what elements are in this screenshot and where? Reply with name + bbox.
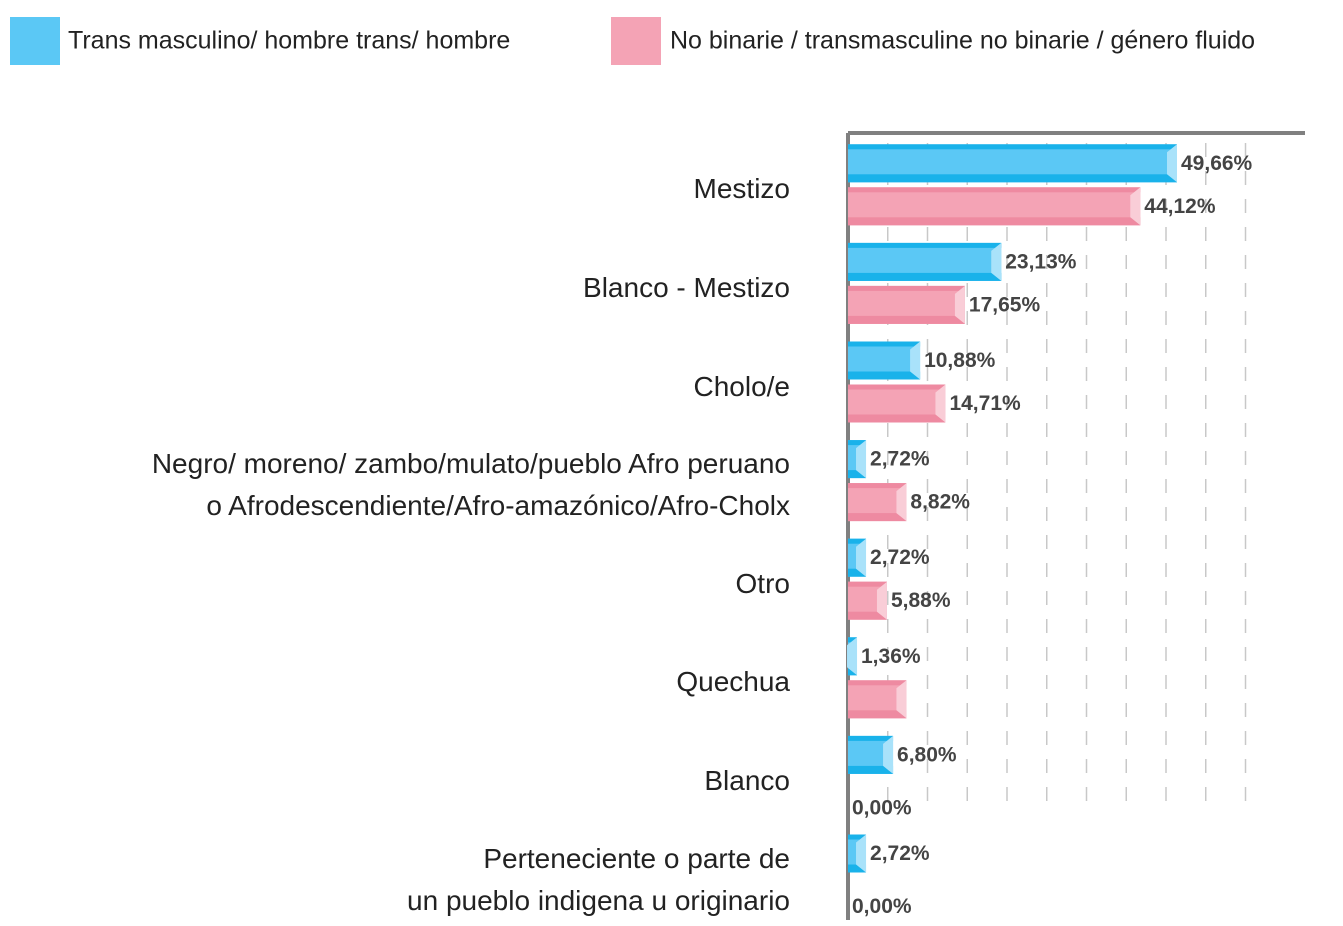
value-label: 6,80% [897, 743, 957, 766]
value-label: 49,66% [1181, 152, 1253, 175]
value-label: 0,00% [852, 895, 912, 918]
legend-label: Trans masculino/ hombre trans/ hombre [68, 27, 510, 55]
bar-group [848, 242, 1002, 281]
bar-top [848, 144, 1177, 150]
bar-shade [848, 611, 887, 620]
value-label: 14,71% [949, 392, 1021, 415]
bar-top [848, 538, 867, 544]
bar-top [848, 680, 907, 686]
bar-cap [896, 483, 907, 522]
category-label: Blanco - Mestizo [583, 271, 790, 303]
bar-shade [848, 513, 907, 522]
bar-group [848, 341, 921, 380]
bar-group [848, 680, 907, 719]
bar-top [848, 341, 921, 347]
bar-shade [848, 272, 1002, 281]
bar-top [848, 735, 894, 741]
bar-group [848, 834, 867, 873]
bar-cap [856, 538, 867, 577]
bar-shade [848, 217, 1141, 226]
bar-shade [848, 371, 921, 380]
value-label: 1,36% [861, 645, 921, 668]
value-label: 8,82% [910, 491, 970, 514]
bar-group [847, 637, 858, 676]
value-label: 2,72% [870, 842, 930, 865]
bar-cap [935, 384, 946, 423]
category-label: Cholo/e [693, 370, 790, 402]
value-label: 10,88% [924, 349, 996, 372]
bar-cap [991, 242, 1002, 281]
bar-top [848, 187, 1141, 193]
bar-group [848, 483, 907, 522]
bar-shade [848, 864, 867, 873]
category-label: Perteneciente o parte de un pueblo indig… [407, 842, 790, 916]
legend-label: No binarie / transmasculine no binarie /… [670, 27, 1255, 55]
bar-group [848, 538, 867, 577]
bar-cap [856, 834, 867, 873]
bar-cap [847, 637, 858, 676]
category-label: Mestizo [693, 173, 790, 205]
bar-cap [876, 581, 887, 620]
bar-cap [910, 341, 921, 380]
bar-cap [896, 680, 907, 719]
bar-shade [848, 568, 867, 577]
bar-shade [848, 710, 907, 719]
bar-shade [848, 470, 867, 479]
bar-group [848, 440, 867, 479]
category-label: Negro/ moreno/ zambo/mulato/pueblo Afro … [151, 448, 790, 522]
category-label: Blanco [704, 764, 790, 796]
bar-group [848, 285, 965, 324]
bar-shade [848, 174, 1177, 183]
value-label: 44,12% [1144, 195, 1216, 218]
bar-shade [848, 414, 946, 423]
bar-group [848, 187, 1141, 226]
bar-group [848, 144, 1177, 183]
bar-cap [1130, 187, 1141, 226]
value-label: 2,72% [870, 448, 930, 471]
value-label: 5,88% [891, 589, 951, 612]
bar-shade [848, 315, 965, 324]
bar-cap [856, 440, 867, 479]
category-label: Quechua [676, 666, 790, 698]
bar-top [848, 440, 867, 446]
bar-top [848, 242, 1002, 248]
bar-top [848, 384, 946, 390]
bar-cap [954, 285, 965, 324]
legend-swatch [611, 17, 661, 65]
category-label: Otro [735, 567, 790, 599]
value-label: 17,65% [969, 293, 1041, 316]
value-label: 23,13% [1005, 250, 1077, 273]
bar-group [848, 735, 894, 774]
bar-cap [1167, 144, 1177, 183]
bar-cap [883, 735, 894, 774]
legend-swatch [10, 17, 60, 65]
bar-top [848, 581, 887, 587]
bar-top [848, 483, 907, 489]
bar-top [848, 637, 858, 643]
bar-shade [848, 765, 894, 774]
bar-group [848, 384, 946, 423]
bar-top [848, 285, 965, 291]
bar-top [848, 834, 867, 840]
value-label: 2,72% [870, 546, 930, 569]
bar-group [848, 581, 887, 620]
value-label: 0,00% [852, 796, 912, 819]
